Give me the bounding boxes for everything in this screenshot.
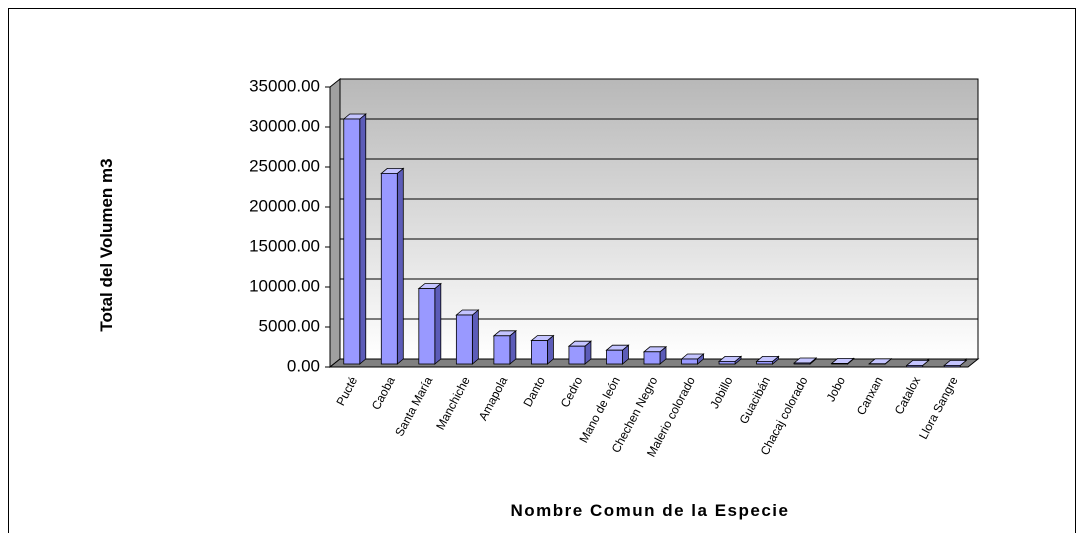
x-tick-label: Caoba <box>369 374 398 412</box>
bar <box>756 360 773 365</box>
bar <box>943 364 961 368</box>
chart-frame <box>8 8 1076 533</box>
y-tick-label: 0.00 <box>287 356 320 375</box>
bar <box>568 345 586 365</box>
x-tick-label: Manchiche <box>433 374 473 432</box>
x-tick-label: Danto <box>520 374 548 409</box>
bar <box>606 349 623 365</box>
y-tick-label: 15000.00 <box>249 236 320 255</box>
y-tick-label: 10000.00 <box>249 276 320 295</box>
x-tick-label: Pucté <box>333 374 360 408</box>
bar-side <box>359 113 367 365</box>
x-tick-label: Llora Sangre <box>916 374 961 442</box>
bar-side <box>471 309 479 365</box>
bar <box>831 362 849 365</box>
y-tick-label: 35000.00 <box>249 76 320 95</box>
x-tick-label: Amapola <box>476 374 511 423</box>
x-tick-label: Santa María <box>392 374 435 439</box>
bar <box>493 335 511 365</box>
bar-side <box>509 329 517 365</box>
y-axis-title: Total del Volumen m3 <box>97 158 116 331</box>
x-tick-label: Jobillo <box>707 374 735 411</box>
x-axis-title: Nombre Comun de la Especie <box>511 501 790 520</box>
y-tick-label: 5000.00 <box>259 316 320 335</box>
x-tick-label: Jobo <box>824 374 849 404</box>
bar <box>718 360 736 365</box>
bar <box>906 364 924 368</box>
bar-side <box>434 282 442 365</box>
bar-side <box>396 167 404 365</box>
bar <box>343 118 361 365</box>
bar <box>643 351 661 365</box>
x-tick-label: Canxan <box>854 374 886 417</box>
x-tick-label: Catalox <box>892 374 923 416</box>
bar <box>793 362 811 365</box>
bar <box>455 314 473 365</box>
y-tick-label: 25000.00 <box>249 156 320 175</box>
y-tick-label: 30000.00 <box>249 116 320 135</box>
side-wall <box>329 77 341 369</box>
x-tick-label: Cedro <box>558 374 586 410</box>
x-tick-label: Guacibán <box>737 374 773 426</box>
bar <box>380 172 398 365</box>
bar <box>418 288 436 365</box>
bar <box>531 340 548 365</box>
y-tick-label: 20000.00 <box>249 196 320 215</box>
bar <box>681 358 698 365</box>
